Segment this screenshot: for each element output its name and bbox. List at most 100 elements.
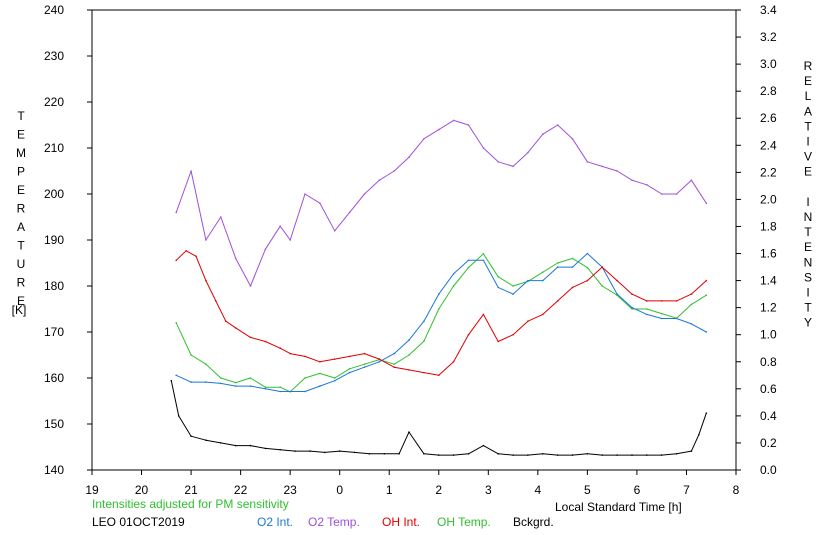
axis-label-char: A <box>804 104 812 118</box>
x-tick-label: 3 <box>485 483 492 497</box>
data-point <box>571 257 574 260</box>
data-point <box>527 151 529 154</box>
data-point <box>234 444 237 447</box>
data-point <box>556 124 559 126</box>
data-point <box>333 358 336 360</box>
right-tick-label: 2.8 <box>760 84 777 98</box>
data-point <box>512 165 514 168</box>
right-axis-ticks: 3.4 3.2 3.0 2.8 2.6 2.4 2.2 2.0 1.8 1.6 1.4 1.2 1.0 0… <box>736 3 777 477</box>
data-point <box>175 322 177 324</box>
data-point <box>497 161 500 163</box>
data-point <box>705 294 708 297</box>
data-point <box>333 377 336 379</box>
data-point <box>393 363 396 366</box>
data-point <box>542 313 544 316</box>
data-point <box>378 361 381 363</box>
series-oh-int <box>175 250 708 377</box>
legend-oh-temp: OH Temp. <box>437 515 491 529</box>
axis-label-char: L <box>805 89 812 103</box>
right-tick-label: 1.2 <box>760 301 777 315</box>
data-point <box>571 286 574 289</box>
data-point <box>249 285 252 287</box>
data-point <box>304 390 306 393</box>
left-tick-label: 240 <box>44 3 64 17</box>
right-tick-label: 2.2 <box>760 165 777 179</box>
data-point <box>438 293 440 295</box>
note-text: Intensities adjusted for PM sensitivity <box>92 497 289 511</box>
data-point <box>264 386 267 389</box>
data-point <box>185 250 187 252</box>
data-point <box>319 385 321 387</box>
right-tick-label: 1.4 <box>760 274 777 288</box>
data-point <box>304 355 306 358</box>
data-point <box>601 266 603 268</box>
data-point <box>175 211 177 214</box>
axis-label-char: P <box>17 165 25 179</box>
data-point <box>512 285 514 287</box>
left-tick-label: 200 <box>44 187 64 201</box>
data-point <box>324 451 326 454</box>
data-point <box>279 347 282 350</box>
axis-label-char: T <box>17 239 25 253</box>
data-point <box>249 385 252 387</box>
left-tick-label: 170 <box>44 325 64 339</box>
axis-label-char: T <box>17 109 25 123</box>
data-point <box>467 124 470 126</box>
data-point <box>438 128 440 131</box>
data-point <box>512 454 514 456</box>
data-point <box>497 340 500 343</box>
left-tick-label: 210 <box>44 141 64 155</box>
data-point <box>631 308 633 310</box>
data-point <box>690 303 693 306</box>
data-point <box>348 368 351 370</box>
series-layer <box>170 119 708 456</box>
axis-label-char: T <box>804 225 812 239</box>
axis-label-char: A <box>17 220 25 234</box>
data-point <box>571 138 574 140</box>
data-point <box>586 279 589 282</box>
data-point <box>482 253 485 255</box>
x-tick-label: 23 <box>283 483 297 497</box>
data-point <box>571 266 574 268</box>
data-point <box>497 276 500 278</box>
data-point <box>333 379 336 382</box>
x-tick-label: 1 <box>386 483 393 497</box>
x-tick-label: 21 <box>184 483 198 497</box>
data-point <box>319 372 321 375</box>
axis-label-char: R <box>804 59 813 73</box>
axis-label-char: E <box>804 240 812 254</box>
data-point <box>423 138 425 140</box>
data-point <box>423 340 425 343</box>
data-point <box>690 450 693 452</box>
data-point <box>304 377 306 379</box>
data-point <box>279 448 282 451</box>
axis-label-char: T <box>804 119 812 133</box>
data-point <box>170 379 173 382</box>
data-point <box>586 252 589 255</box>
series-line <box>175 250 707 376</box>
axis-label-char: E <box>17 294 25 308</box>
data-point <box>264 447 267 450</box>
axis-label-char: M <box>16 146 26 160</box>
data-point <box>631 454 633 456</box>
data-point <box>234 327 237 329</box>
data-point <box>467 266 470 269</box>
data-point <box>646 184 648 186</box>
data-point <box>542 271 544 274</box>
data-point <box>264 388 267 390</box>
data-point <box>249 336 252 339</box>
right-tick-label: 0.2 <box>760 436 777 450</box>
data-point <box>482 444 485 447</box>
data-point <box>586 453 589 455</box>
x-tick-label: 7 <box>683 483 690 497</box>
data-point <box>631 179 633 181</box>
data-point <box>690 323 693 325</box>
right-tick-label: 3.2 <box>760 30 777 44</box>
data-point <box>363 193 366 195</box>
data-point <box>497 286 500 289</box>
left-tick-label: 160 <box>44 371 64 385</box>
data-point <box>408 354 410 356</box>
right-tick-label: 2.4 <box>760 138 777 152</box>
right-tick-label: 3.0 <box>760 57 777 71</box>
axis-label-char: E <box>17 183 25 197</box>
